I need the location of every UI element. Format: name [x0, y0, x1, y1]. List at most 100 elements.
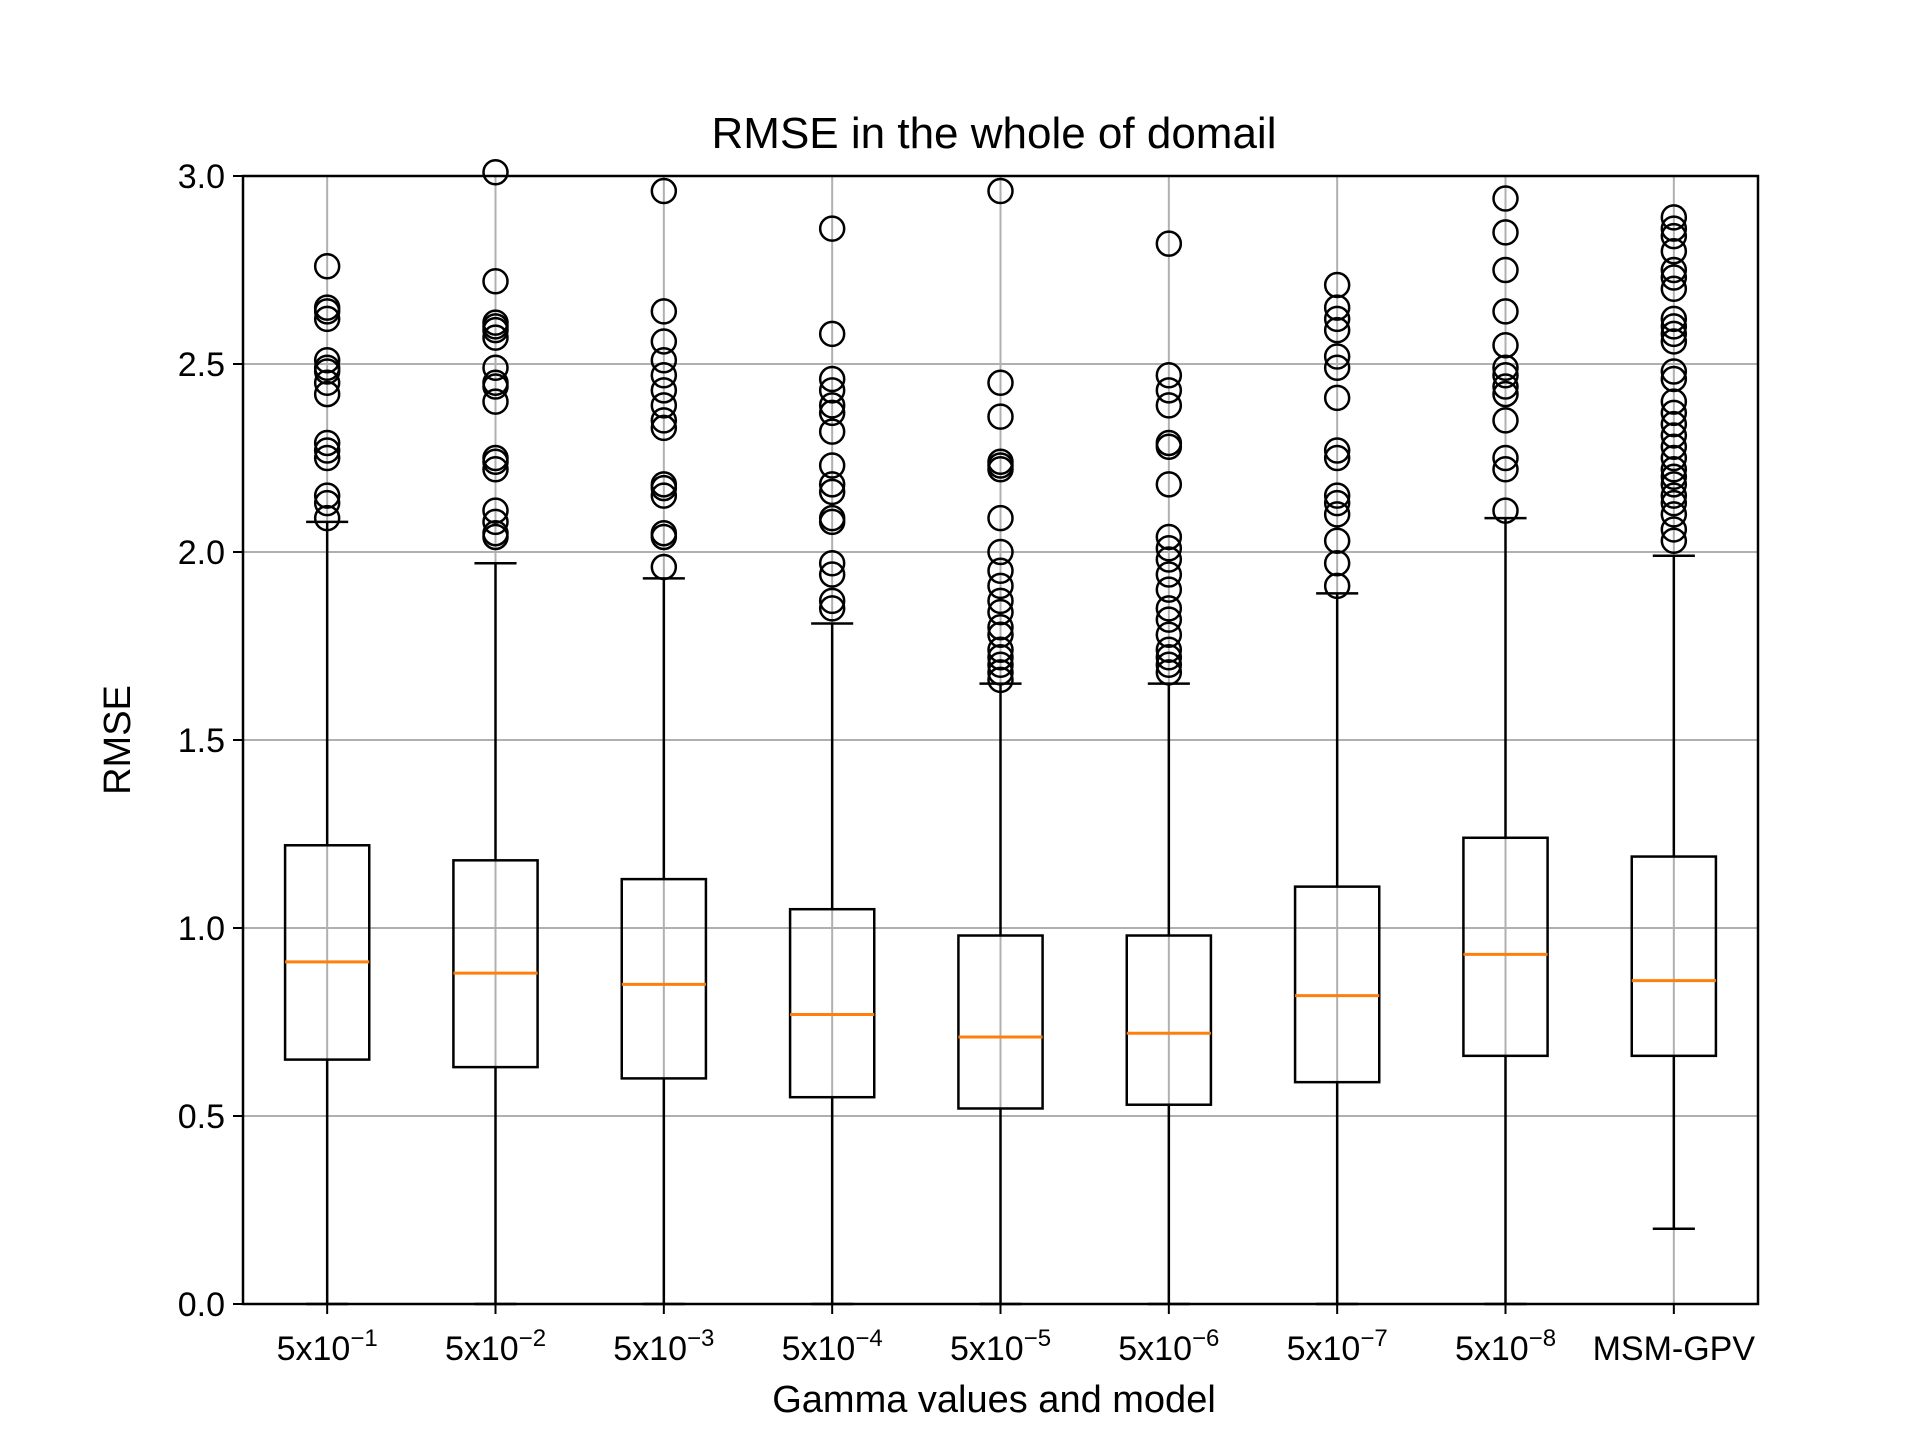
outlier-point: [482, 309, 509, 336]
outlier-point: [987, 666, 1014, 694]
outlier-point: [987, 644, 1014, 671]
outlier-point: [1155, 606, 1183, 633]
outlier-point: [1492, 256, 1519, 284]
outlier-point: [1155, 546, 1183, 573]
box-group: [1293, 271, 1381, 1306]
outlier-point: [1492, 380, 1519, 408]
outlier-point: [1323, 501, 1351, 528]
outlier-point: [482, 456, 509, 483]
y-tick-label: 0.0: [178, 1286, 225, 1324]
box-group: [1462, 185, 1549, 1306]
outlier-point: [1155, 595, 1183, 622]
outlier-point: [987, 177, 1014, 205]
outlier-point: [650, 407, 678, 434]
outlier-point: [1155, 534, 1183, 562]
outlier-point: [1660, 313, 1688, 340]
x-tick-label: MSM-GPV: [1593, 1330, 1756, 1368]
outlier-point: [1155, 362, 1183, 389]
outlier-point: [313, 305, 341, 333]
outlier-point: [482, 497, 509, 524]
outlier-point: [818, 418, 846, 445]
outlier-point: [313, 380, 341, 408]
outlier-point: [1155, 621, 1183, 648]
outlier-point: [818, 215, 846, 242]
outlier-point: [650, 414, 678, 442]
outlier-point: [650, 377, 678, 404]
y-axis-ticks: 0.0 0.5 1.0 1.5 2.0 2.5 3.0: [178, 158, 243, 1324]
outlier-point: [1492, 362, 1519, 389]
iqr-box: [1125, 934, 1213, 1106]
outlier-point: [1155, 651, 1183, 679]
outlier-point: [1323, 316, 1351, 344]
outlier-point: [818, 320, 846, 348]
outlier-point: [482, 508, 509, 536]
outlier-point: [1323, 354, 1351, 382]
outlier-point: [313, 354, 341, 382]
outlier-point: [1492, 407, 1519, 434]
outlier-point: [1660, 444, 1688, 472]
outlier-point: [1660, 237, 1688, 265]
box-group: [957, 177, 1044, 1306]
box-group: [283, 252, 371, 1306]
outlier-point: [650, 392, 678, 419]
outlier-point: [1660, 275, 1688, 303]
outlier-point: [987, 557, 1014, 585]
box-group: [788, 215, 876, 1306]
x-tick-label: 5x10−4: [782, 1325, 883, 1368]
outlier-point: [1492, 354, 1519, 382]
iqr-box: [283, 844, 371, 1061]
iqr-box: [1630, 855, 1718, 1058]
outlier-point: [1660, 516, 1688, 543]
x-tick-label: 5x10−2: [445, 1325, 546, 1368]
outlier-point: [1660, 388, 1688, 415]
outlier-point: [987, 369, 1014, 397]
outlier-point: [1323, 572, 1351, 600]
outlier-point: [1492, 456, 1519, 483]
x-tick-label: 5x10−8: [1455, 1325, 1556, 1368]
outlier-point: [1323, 550, 1351, 577]
iqr-box: [452, 859, 539, 1069]
outlier-point: [1155, 644, 1183, 671]
outlier-point: [1155, 392, 1183, 419]
outlier-point: [1660, 456, 1688, 483]
box-series: [283, 158, 1718, 1306]
outlier-point: [1660, 422, 1688, 449]
outlier-point: [1155, 659, 1183, 686]
outlier-point: [313, 489, 341, 517]
outlier-point: [987, 403, 1014, 430]
outlier-point: [1660, 501, 1688, 528]
outlier-point: [313, 346, 341, 374]
outlier-point: [987, 621, 1014, 648]
outlier-point: [1492, 331, 1519, 359]
outlier-point: [1660, 463, 1688, 491]
outlier-point: [987, 636, 1014, 664]
outlier-point: [818, 399, 846, 427]
outlier-point: [987, 613, 1014, 641]
outlier-point: [1660, 527, 1688, 554]
outlier-point: [1492, 185, 1519, 212]
outlier-point: [1323, 305, 1351, 333]
outlier-point: [1660, 305, 1688, 333]
outlier-point: [987, 651, 1014, 679]
outlier-point: [818, 365, 846, 393]
outlier-point: [482, 388, 509, 415]
outlier-point: [1660, 358, 1688, 385]
outlier-point: [818, 561, 846, 588]
iqr-box: [788, 907, 876, 1099]
outlier-point: [313, 294, 341, 321]
outlier-point: [987, 587, 1014, 615]
iqr-box: [957, 934, 1044, 1110]
outlier-point: [313, 504, 341, 532]
outlier-point: [1660, 433, 1688, 460]
outlier-point: [818, 452, 846, 479]
outlier-point: [482, 519, 509, 547]
outlier-point: [1660, 471, 1688, 498]
outlier-point: [650, 482, 678, 509]
outlier-point: [1155, 429, 1183, 457]
outlier-point: [1323, 489, 1351, 517]
box-group: [620, 177, 708, 1306]
outlier-point: [987, 659, 1014, 686]
outlier-point: [1155, 471, 1183, 498]
outlier-point: [1660, 215, 1688, 242]
outlier-point: [1323, 294, 1351, 321]
